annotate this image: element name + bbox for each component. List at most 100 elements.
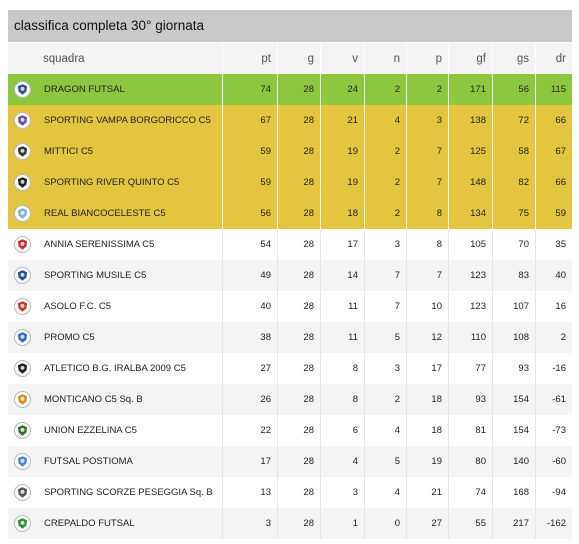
cell-draws: 2 (364, 384, 406, 415)
cell-goal-diff: -60 (535, 446, 572, 477)
team-logo-cell (8, 291, 37, 322)
header-draws: n (364, 43, 406, 74)
cell-wins: 11 (320, 291, 364, 322)
table-row: ANNIA SERENISSIMA C5 54 28 17 3 8 105 70 35 (8, 229, 572, 260)
cell-goals-against: 140 (492, 446, 535, 477)
table-row: FUTSAL POSTIOMA 17 28 4 5 19 80 140 -60 (8, 446, 572, 477)
cell-goals-for: 134 (448, 198, 492, 229)
sporting-vampa-logo-icon (14, 112, 31, 129)
team-logo-cell (8, 353, 37, 384)
header-games: g (277, 43, 320, 74)
table-row: ATLETICO B.G. IRALBA 2009 C5 27 28 8 3 17 77 93… (8, 353, 572, 384)
table-row: REAL BIANCOCELESTE C5 56 28 18 2 8 134 75 59 (8, 198, 572, 229)
team-logo-cell (8, 167, 37, 198)
real-biancoceleste-logo-icon (14, 205, 31, 222)
cell-goal-diff: -94 (535, 477, 572, 508)
mittici-logo-icon (14, 143, 31, 160)
sporting-musile-logo-icon (14, 267, 31, 284)
team-logo-cell (8, 260, 37, 291)
cell-points: 22 (222, 415, 277, 446)
table-header: squadra pt g v n p gf gs dr (8, 43, 572, 74)
cell-goal-diff: 40 (535, 260, 572, 291)
team-logo-cell (8, 136, 37, 167)
cell-points: 54 (222, 229, 277, 260)
cell-losses: 10 (406, 291, 448, 322)
cell-goals-for: 125 (448, 136, 492, 167)
team-name: SPORTING RIVER QUINTO C5 (44, 177, 180, 188)
team-name: DRAGON FUTSAL (44, 84, 125, 95)
futsal-postioma-logo-icon (14, 453, 31, 470)
cell-losses: 27 (406, 508, 448, 539)
table-row: PROMO C5 38 28 11 5 12 110 108 2 (8, 322, 572, 353)
team-logo-cell (8, 384, 37, 415)
cell-games: 28 (277, 198, 320, 229)
cell-goals-against: 154 (492, 384, 535, 415)
cell-goals-against: 93 (492, 353, 535, 384)
cell-points: 49 (222, 260, 277, 291)
cell-points: 67 (222, 105, 277, 136)
cell-draws: 0 (364, 508, 406, 539)
cell-games: 28 (277, 167, 320, 198)
team-name: MITTICI C5 (44, 146, 94, 157)
cell-losses: 3 (406, 105, 448, 136)
header-goal-diff: dr (535, 43, 572, 74)
cell-goal-diff: 16 (535, 291, 572, 322)
team-name: REAL BIANCOCELESTE C5 (44, 208, 166, 219)
asolo-logo-icon (14, 298, 31, 315)
cell-goals-against: 108 (492, 322, 535, 353)
cell-games: 28 (277, 508, 320, 539)
team-name: UNION EZZELINA C5 (44, 425, 137, 436)
cell-losses: 21 (406, 477, 448, 508)
union-ezzelina-logo-icon (14, 422, 31, 439)
cell-goals-against: 82 (492, 167, 535, 198)
cell-goals-against: 70 (492, 229, 535, 260)
cell-losses: 7 (406, 260, 448, 291)
cell-goal-diff: 115 (535, 74, 572, 105)
cell-wins: 1 (320, 508, 364, 539)
team-name: ANNIA SERENISSIMA C5 (44, 239, 155, 250)
header-wins: v (320, 43, 364, 74)
header-goals-for: gf (448, 43, 492, 74)
cell-losses: 8 (406, 229, 448, 260)
cell-points: 38 (222, 322, 277, 353)
sporting-river-logo-icon (14, 174, 31, 191)
team-name: MONTICANO C5 Sq. B (44, 394, 143, 405)
crepaldo-logo-icon (14, 515, 31, 532)
cell-goals-against: 154 (492, 415, 535, 446)
cell-goals-for: 74 (448, 477, 492, 508)
cell-wins: 4 (320, 446, 364, 477)
cell-draws: 3 (364, 353, 406, 384)
cell-wins: 21 (320, 105, 364, 136)
cell-draws: 4 (364, 477, 406, 508)
header-points: pt (222, 43, 277, 74)
cell-points: 74 (222, 74, 277, 105)
team-logo-cell (8, 229, 37, 260)
team-logo-cell (8, 446, 37, 477)
team-name: FUTSAL POSTIOMA (44, 456, 133, 467)
cell-wins: 6 (320, 415, 364, 446)
cell-wins: 17 (320, 229, 364, 260)
promo-logo-icon (14, 329, 31, 346)
cell-goal-diff: 59 (535, 198, 572, 229)
cell-points: 27 (222, 353, 277, 384)
table-row: CREPALDO FUTSAL 3 28 1 0 27 55 217 -162 (8, 508, 572, 539)
table-row: MITTICI C5 59 28 19 2 7 125 58 67 (8, 136, 572, 167)
cell-draws: 7 (364, 291, 406, 322)
cell-points: 13 (222, 477, 277, 508)
cell-losses: 2 (406, 74, 448, 105)
cell-draws: 2 (364, 74, 406, 105)
table-row: UNION EZZELINA C5 22 28 6 4 18 81 154 -73 (8, 415, 572, 446)
cell-goals-against: 75 (492, 198, 535, 229)
cell-games: 28 (277, 136, 320, 167)
team-logo-cell (8, 415, 37, 446)
team-name: SPORTING VAMPA BORGORICCO C5 (44, 115, 211, 126)
cell-goals-for: 171 (448, 74, 492, 105)
cell-games: 28 (277, 74, 320, 105)
cell-losses: 7 (406, 167, 448, 198)
cell-goal-diff: -16 (535, 353, 572, 384)
cell-goals-against: 107 (492, 291, 535, 322)
cell-games: 28 (277, 105, 320, 136)
cell-goals-against: 217 (492, 508, 535, 539)
cell-games: 28 (277, 353, 320, 384)
cell-goals-for: 80 (448, 446, 492, 477)
